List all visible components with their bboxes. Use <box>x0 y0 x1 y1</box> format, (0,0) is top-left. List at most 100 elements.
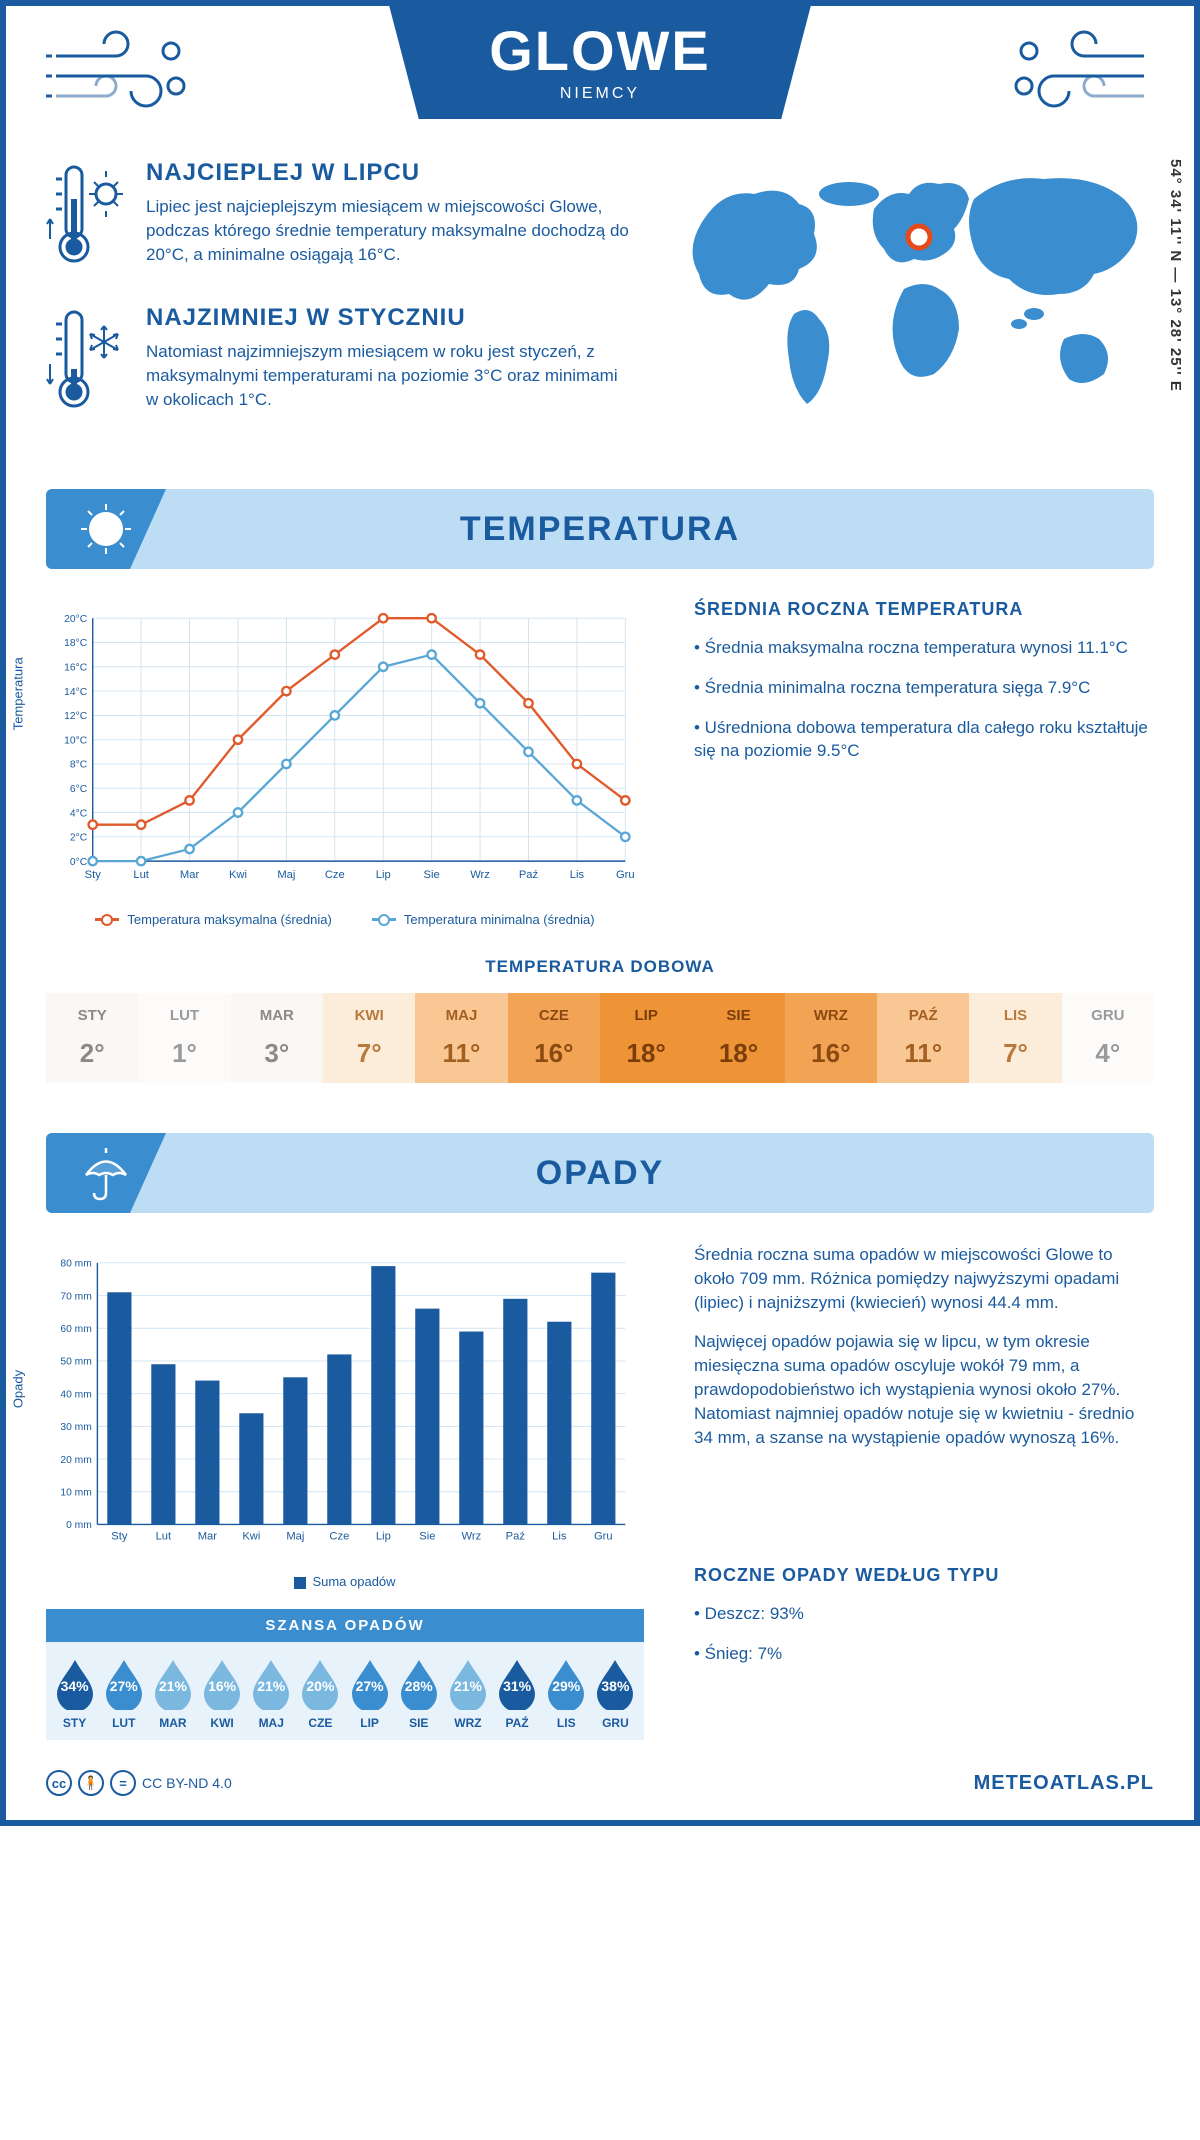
svg-text:Lip: Lip <box>376 1530 391 1542</box>
chance-cell: 20% CZE <box>298 1656 343 1730</box>
brand: METEOATLAS.PL <box>974 1772 1154 1795</box>
svg-text:10°C: 10°C <box>64 735 88 746</box>
drop-icon: 20% <box>298 1656 342 1710</box>
svg-text:Lut: Lut <box>133 869 149 881</box>
footer: cc 🧍 = CC BY-ND 4.0 METEOATLAS.PL <box>46 1770 1154 1796</box>
svg-text:20°C: 20°C <box>64 614 88 625</box>
svg-text:0 mm: 0 mm <box>66 1520 92 1531</box>
precipitation-bar-chart: Opady 0 mm10 mm20 mm30 mm40 mm50 mm60 mm… <box>46 1243 644 1589</box>
chance-cell: 27% LIP <box>347 1656 392 1730</box>
drop-icon: 29% <box>544 1656 588 1710</box>
drop-icon: 27% <box>348 1656 392 1710</box>
svg-text:14°C: 14°C <box>64 687 88 698</box>
coldest-text: Natomiast najzimniejszym miesiącem w rok… <box>146 340 634 411</box>
svg-text:Paź: Paź <box>519 869 539 881</box>
chance-cell: 29% LIS <box>544 1656 589 1730</box>
section-title: OPADY <box>536 1154 664 1193</box>
svg-text:40 mm: 40 mm <box>60 1389 91 1400</box>
by-icon: 🧍 <box>78 1770 104 1796</box>
coldest-title: NAJZIMNIEJ W STYCZNIU <box>146 304 634 332</box>
svg-text:Mar: Mar <box>198 1530 218 1542</box>
daily-cell: LIP 18° <box>600 993 692 1083</box>
daily-cell: MAJ 11° <box>415 993 507 1083</box>
daily-cell: PAŹ 11° <box>877 993 969 1083</box>
wind-icon <box>46 26 196 132</box>
precip-section-bar: OPADY <box>46 1133 1154 1213</box>
svg-text:6°C: 6°C <box>70 784 88 795</box>
svg-text:Sie: Sie <box>424 869 440 881</box>
svg-text:Gru: Gru <box>616 869 635 881</box>
chance-cell: 31% PAŹ <box>495 1656 540 1730</box>
svg-text:12°C: 12°C <box>64 711 88 722</box>
side-title: ROCZNE OPADY WEDŁUG TYPU <box>694 1565 1154 1586</box>
svg-text:80 mm: 80 mm <box>60 1259 91 1270</box>
thermometer-cold-icon <box>46 304 126 419</box>
daily-cell: KWI 7° <box>323 993 415 1083</box>
warmest-block: NAJCIEPLEJ W LIPCU Lipiec jest najcieple… <box>46 159 634 274</box>
chance-cell: 21% WRZ <box>445 1656 490 1730</box>
chance-cell: 38% GRU <box>593 1656 638 1730</box>
svg-text:Kwi: Kwi <box>229 869 247 881</box>
side-title: ŚREDNIA ROCZNA TEMPERATURA <box>694 599 1154 620</box>
world-map: 54° 34' 11'' N — 13° 28' 25'' E <box>674 159 1154 449</box>
drop-icon: 16% <box>200 1656 244 1710</box>
drop-icon: 27% <box>102 1656 146 1710</box>
coordinates: 54° 34' 11'' N — 13° 28' 25'' E <box>1167 159 1184 392</box>
daily-cell: MAR 3° <box>231 993 323 1083</box>
drop-icon: 31% <box>495 1656 539 1710</box>
header: GLOWE NIEMCY <box>46 6 1154 119</box>
svg-text:Lis: Lis <box>570 869 585 881</box>
chance-cell: 27% LUT <box>101 1656 146 1730</box>
text: Najwięcej opadów pojawia się w lipcu, w … <box>694 1330 1154 1449</box>
page-title: GLOWE <box>489 18 711 83</box>
chance-cell: 28% SIE <box>396 1656 441 1730</box>
drop-icon: 21% <box>151 1656 195 1710</box>
section-title: TEMPERATURA <box>460 510 740 549</box>
drop-icon: 28% <box>397 1656 441 1710</box>
daily-title: TEMPERATURA DOBOWA <box>46 957 1154 977</box>
temperature-line-chart: Temperatura 0°C2°C4°C6°C8°C10°C12°C14°C1… <box>46 599 644 904</box>
umbrella-icon <box>46 1133 166 1213</box>
y-axis-label: Opady <box>11 1370 26 1408</box>
daily-cell: CZE 16° <box>508 993 600 1083</box>
svg-text:Lut: Lut <box>156 1530 172 1542</box>
text: • Uśredniona dobowa temperatura dla całe… <box>694 716 1154 764</box>
svg-text:Mar: Mar <box>180 869 200 881</box>
drop-icon: 21% <box>249 1656 293 1710</box>
svg-text:20 mm: 20 mm <box>60 1455 91 1466</box>
drop-icon: 21% <box>446 1656 490 1710</box>
svg-text:Wrz: Wrz <box>470 869 490 881</box>
svg-text:8°C: 8°C <box>70 760 88 771</box>
svg-text:Cze: Cze <box>329 1530 349 1542</box>
chance-cell: 21% MAR <box>150 1656 195 1730</box>
svg-text:60 mm: 60 mm <box>60 1324 91 1335</box>
svg-text:Sie: Sie <box>419 1530 435 1542</box>
warmest-text: Lipiec jest najcieplejszym miesiącem w m… <box>146 195 634 266</box>
coldest-block: NAJZIMNIEJ W STYCZNIU Natomiast najzimni… <box>46 304 634 419</box>
nd-icon: = <box>110 1770 136 1796</box>
svg-text:16°C: 16°C <box>64 663 88 674</box>
svg-text:18°C: 18°C <box>64 638 88 649</box>
svg-text:Kwi: Kwi <box>242 1530 260 1542</box>
text: • Średnia minimalna roczna temperatura s… <box>694 676 1154 700</box>
daily-cell: LIS 7° <box>969 993 1061 1083</box>
svg-text:Paź: Paź <box>506 1530 526 1542</box>
temp-section-bar: TEMPERATURA <box>46 489 1154 569</box>
daily-cell: SIE 18° <box>692 993 784 1083</box>
svg-text:Cze: Cze <box>325 869 345 881</box>
svg-text:Lip: Lip <box>376 869 391 881</box>
precip-text: Średnia roczna suma opadów w miejscowośc… <box>694 1243 1154 1740</box>
daily-cell: STY 2° <box>46 993 138 1083</box>
svg-text:2°C: 2°C <box>70 833 88 844</box>
svg-text:0°C: 0°C <box>70 857 88 868</box>
y-axis-label: Temperatura <box>11 657 26 730</box>
thermometer-hot-icon <box>46 159 126 274</box>
svg-text:Gru: Gru <box>594 1530 613 1542</box>
legend-label: Temperatura minimalna (średnia) <box>404 912 595 927</box>
text: • Średnia maksymalna roczna temperatura … <box>694 636 1154 660</box>
svg-text:30 mm: 30 mm <box>60 1422 91 1433</box>
wind-icon <box>1004 26 1154 132</box>
license-text: CC BY-ND 4.0 <box>142 1775 232 1791</box>
chance-cell: 21% MAJ <box>249 1656 294 1730</box>
svg-text:Sty: Sty <box>111 1530 128 1542</box>
